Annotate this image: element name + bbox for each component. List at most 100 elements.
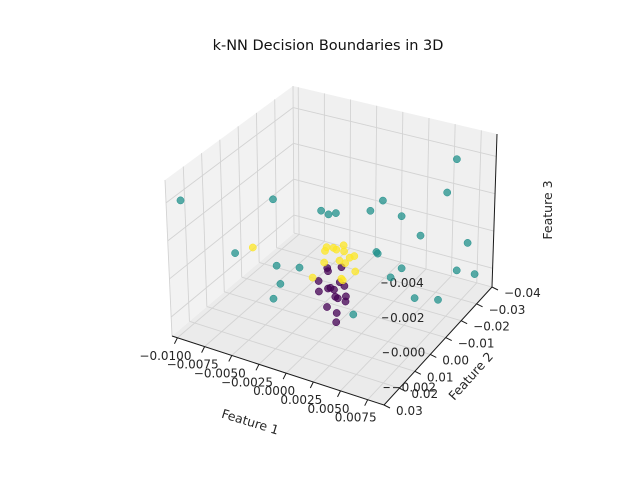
point-class-0 [324, 267, 332, 276]
chart-title: k-NN Decision Boundaries in 3D [213, 38, 444, 54]
x-grid-back [425, 117, 430, 270]
left-pane [165, 86, 294, 336]
y-grid-floor [206, 306, 415, 372]
y-grid-left [182, 166, 190, 322]
x-tick [309, 381, 314, 389]
x-tick-label: 0.0075 [335, 411, 377, 425]
x-grid-floor [285, 261, 401, 374]
x-axis-line [171, 335, 385, 406]
x-tick-label: 0.0050 [308, 402, 350, 416]
z-grid-back [293, 107, 497, 157]
point-class-1 [386, 273, 395, 282]
x-grid-back [400, 111, 404, 263]
point-class-2 [345, 253, 354, 262]
z-axis-label: Feature 3 [540, 180, 555, 239]
point-class-0 [330, 285, 338, 294]
point-class-1 [295, 263, 304, 272]
z-tick-label: 0.004 [389, 276, 423, 290]
point-class-0 [314, 277, 323, 285]
x-tick [282, 372, 287, 380]
point-class-2 [351, 267, 360, 276]
y-grid-floor [293, 232, 493, 288]
y-grid-floor [241, 276, 446, 339]
point-class-1 [176, 196, 185, 205]
x-grid-back [297, 87, 300, 235]
point-class-2 [329, 243, 338, 252]
y-tick [414, 370, 422, 375]
x-grid-back [450, 124, 456, 276]
point-class-1 [272, 261, 281, 270]
x-tick [255, 364, 260, 371]
x-grid-back [476, 130, 482, 283]
point-class-1 [470, 270, 479, 278]
x-tick-label: 0.0025 [280, 393, 322, 407]
point-class-0 [333, 294, 342, 303]
x-tick-label: −0.0025 [221, 375, 273, 389]
point-class-2 [339, 241, 348, 250]
y-grid-floor [259, 261, 462, 322]
z-tick-label: −0.002 [392, 381, 436, 395]
y-tick-label: 0.01 [427, 370, 454, 384]
x-tick-label: 0.0000 [253, 384, 295, 398]
y-grid-floor [276, 247, 477, 305]
point-class-2 [320, 258, 329, 267]
point-class-2 [321, 247, 329, 255]
point-class-0 [315, 287, 323, 296]
point-class-1 [349, 310, 358, 319]
point-class-2 [335, 256, 344, 265]
tick-labels: −0.0100−0.0075−0.0050−0.00250.00000.0025… [139, 276, 540, 425]
back-pane [293, 86, 497, 287]
y-tick [399, 387, 406, 392]
x-tick [228, 355, 233, 362]
point-class-1 [324, 210, 333, 219]
point-class-1 [463, 239, 472, 247]
point-class-0 [332, 309, 341, 317]
point-class-2 [248, 243, 257, 252]
y-grid-floor [189, 320, 400, 389]
point-class-2 [308, 273, 317, 282]
y-tick-label: −0.04 [504, 286, 541, 300]
y-tick-label: 0.03 [396, 404, 423, 418]
point-class-1 [443, 188, 452, 197]
z-grid-back [293, 214, 493, 269]
x-grid-back [349, 99, 351, 249]
point-class-0 [332, 318, 341, 327]
x-axis-label: Feature 1 [220, 406, 281, 438]
y-tick-label: 0.00 [442, 353, 469, 367]
y-grid-left [237, 126, 243, 278]
z-axis-line [491, 133, 498, 288]
x-tick [364, 399, 369, 406]
x-tick [201, 346, 206, 353]
point-class-1 [434, 295, 442, 304]
y-tick-label: 0.02 [411, 387, 438, 401]
x-tick [337, 390, 341, 398]
point-class-1 [379, 196, 387, 205]
point-class-1 [269, 195, 277, 204]
point-class-1 [397, 264, 406, 273]
x-tick-label: −0.0100 [139, 349, 191, 363]
x-grid-floor [204, 240, 325, 347]
x-grid-floor [313, 268, 427, 383]
scatter-points [176, 155, 479, 327]
axis-lines [171, 133, 498, 406]
y-grid-left [164, 179, 173, 337]
y-tick [460, 320, 468, 325]
point-class-1 [276, 280, 285, 288]
point-class-0 [323, 303, 331, 311]
y-axis-line [383, 286, 493, 406]
z-tick-label: 0.000 [391, 346, 425, 360]
point-class-1 [416, 231, 425, 240]
y-tick [430, 353, 437, 358]
point-class-1 [410, 294, 419, 302]
tick-marks [173, 282, 499, 409]
y-grid-left [255, 112, 260, 263]
z-grid-back [293, 142, 496, 195]
x-grid-floor [340, 275, 452, 392]
point-class-1 [317, 206, 325, 215]
y-grid-floor [224, 291, 431, 355]
y-tick [491, 286, 499, 291]
point-class-1 [372, 248, 381, 256]
point-class-1 [269, 294, 278, 303]
point-class-2 [338, 276, 347, 285]
